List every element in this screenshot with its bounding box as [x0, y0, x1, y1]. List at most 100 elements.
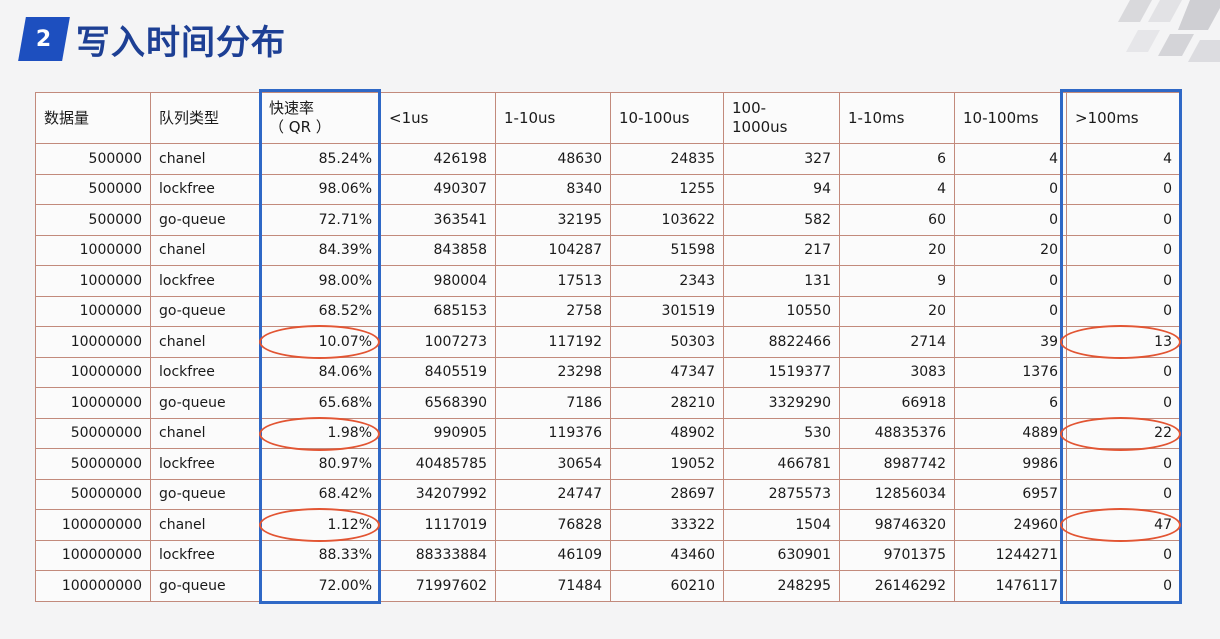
- cell-data-volume: 500000: [35, 173, 151, 205]
- cell-100-1000us: 248295: [723, 570, 840, 602]
- cell-quick-rate-qr: 1.12%: [260, 509, 381, 541]
- cell-1-10us: 117192: [495, 326, 611, 358]
- table-row: 10000000 chanel 10.07% 1007273 117192 50303 88…: [35, 326, 1181, 358]
- cell-quick-rate-qr: 1.98%: [260, 417, 381, 449]
- cell-10-100ms: 1376: [954, 356, 1067, 388]
- write-latency-table: 数据量 队列类型 快速率 （ QR ） <1us 1-10us 10-100us 100- …: [35, 92, 1181, 602]
- cell-1-10ms: 2714: [839, 326, 955, 358]
- cell-10-100us: 1255: [610, 173, 724, 205]
- cell-10-100us: 33322: [610, 509, 724, 541]
- cell-1-10ms: 6: [839, 143, 955, 175]
- cell-queue-type: lockfree: [150, 173, 261, 205]
- cell-10-100us: 24835: [610, 143, 724, 175]
- cell-1-10us: 32195: [495, 204, 611, 236]
- cell-quick-rate-qr: 10.07%: [260, 326, 381, 358]
- cell-10-100ms: 4889: [954, 417, 1067, 449]
- cell-100-1000us: 466781: [723, 448, 840, 480]
- cell-quick-rate-qr: 72.00%: [260, 570, 381, 602]
- cell-data-volume: 1000000: [35, 265, 151, 297]
- cell-100-1000us: 1504: [723, 509, 840, 541]
- table-row: 10000000 go-queue 65.68% 6568390 7186 28210 33…: [35, 387, 1181, 419]
- cell-10-100us: 28697: [610, 478, 724, 510]
- cell-1-10ms: 66918: [839, 387, 955, 419]
- cell-10-100us: 50303: [610, 326, 724, 358]
- cell-100-1000us: 2875573: [723, 478, 840, 510]
- cell-lt-1us: 363541: [380, 204, 496, 236]
- cell-100-1000us: 1519377: [723, 356, 840, 388]
- cell-1-10us: 7186: [495, 387, 611, 419]
- cell-queue-type: lockfree: [150, 356, 261, 388]
- cell-1-10us: 104287: [495, 234, 611, 266]
- cell-queue-type: chanel: [150, 143, 261, 175]
- table-row: 10000000 lockfree 84.06% 8405519 23298 47347 1…: [35, 356, 1181, 388]
- cell-quick-rate-qr: 98.06%: [260, 173, 381, 205]
- cell-queue-type: go-queue: [150, 387, 261, 419]
- cell-lt-1us: 88333884: [380, 539, 496, 571]
- cell-data-volume: 10000000: [35, 387, 151, 419]
- cell-gt-100ms: 13: [1066, 326, 1181, 358]
- cell-data-volume: 100000000: [35, 539, 151, 571]
- cell-lt-1us: 426198: [380, 143, 496, 175]
- cell-100-1000us: 3329290: [723, 387, 840, 419]
- cell-10-100us: 47347: [610, 356, 724, 388]
- cell-quick-rate-qr: 68.52%: [260, 295, 381, 327]
- cell-data-volume: 50000000: [35, 478, 151, 510]
- cell-10-100ms: 0: [954, 265, 1067, 297]
- cell-lt-1us: 34207992: [380, 478, 496, 510]
- cell-1-10us: 23298: [495, 356, 611, 388]
- cell-10-100ms: 4: [954, 143, 1067, 175]
- cell-gt-100ms: 0: [1066, 234, 1181, 266]
- cell-gt-100ms: 0: [1066, 539, 1181, 571]
- cell-queue-type: lockfree: [150, 448, 261, 480]
- cell-10-100ms: 0: [954, 173, 1067, 205]
- cell-gt-100ms: 0: [1066, 356, 1181, 388]
- column-header-lt-1us: <1us: [380, 92, 496, 144]
- cell-1-10ms: 20: [839, 234, 955, 266]
- table-row: 500000 go-queue 72.71% 363541 32195 103622 582…: [35, 204, 1181, 236]
- cell-10-100ms: 6: [954, 387, 1067, 419]
- cell-10-100us: 2343: [610, 265, 724, 297]
- cell-lt-1us: 843858: [380, 234, 496, 266]
- cell-quick-rate-qr: 84.39%: [260, 234, 381, 266]
- cell-gt-100ms: 22: [1066, 417, 1181, 449]
- cell-1-10us: 76828: [495, 509, 611, 541]
- cell-10-100us: 103622: [610, 204, 724, 236]
- cell-100-1000us: 217: [723, 234, 840, 266]
- cell-10-100ms: 0: [954, 295, 1067, 327]
- cell-gt-100ms: 4: [1066, 143, 1181, 175]
- section-number: 2: [36, 26, 52, 52]
- table-row: 50000000 lockfree 80.97% 40485785 30654 19052…: [35, 448, 1181, 480]
- column-header-data-volume: 数据量: [35, 92, 151, 144]
- cell-100-1000us: 94: [723, 173, 840, 205]
- cell-lt-1us: 40485785: [380, 448, 496, 480]
- column-header-10-100us: 10-100us: [610, 92, 724, 144]
- cell-lt-1us: 685153: [380, 295, 496, 327]
- table-row: 50000000 go-queue 68.42% 34207992 24747 28697…: [35, 478, 1181, 510]
- cell-100-1000us: 530: [723, 417, 840, 449]
- table-row: 100000000 chanel 1.12% 1117019 76828 33322 150…: [35, 509, 1181, 541]
- column-header-100-1000us: 100- 1000us: [723, 92, 840, 144]
- cell-1-10ms: 9: [839, 265, 955, 297]
- cell-1-10us: 8340: [495, 173, 611, 205]
- column-header-1-10ms: 1-10ms: [839, 92, 955, 144]
- cell-data-volume: 500000: [35, 143, 151, 175]
- cell-quick-rate-qr: 68.42%: [260, 478, 381, 510]
- cell-1-10ms: 4: [839, 173, 955, 205]
- cell-100-1000us: 327: [723, 143, 840, 175]
- cell-data-volume: 1000000: [35, 295, 151, 327]
- column-header-10-100ms: 10-100ms: [954, 92, 1067, 144]
- cell-queue-type: go-queue: [150, 295, 261, 327]
- cell-data-volume: 50000000: [35, 448, 151, 480]
- cell-1-10ms: 48835376: [839, 417, 955, 449]
- cell-1-10us: 48630: [495, 143, 611, 175]
- cell-quick-rate-qr: 72.71%: [260, 204, 381, 236]
- cell-lt-1us: 6568390: [380, 387, 496, 419]
- header-row: 数据量 队列类型 快速率 （ QR ） <1us 1-10us 10-100us 100- …: [35, 92, 1181, 144]
- cell-1-10ms: 98746320: [839, 509, 955, 541]
- column-header-gt-100ms: >100ms: [1066, 92, 1181, 144]
- cell-1-10us: 30654: [495, 448, 611, 480]
- table-row: 100000000 go-queue 72.00% 71997602 71484 6021…: [35, 570, 1181, 602]
- cell-10-100ms: 0: [954, 204, 1067, 236]
- corner-decoration-icon: [1090, 0, 1220, 80]
- cell-1-10ms: 9701375: [839, 539, 955, 571]
